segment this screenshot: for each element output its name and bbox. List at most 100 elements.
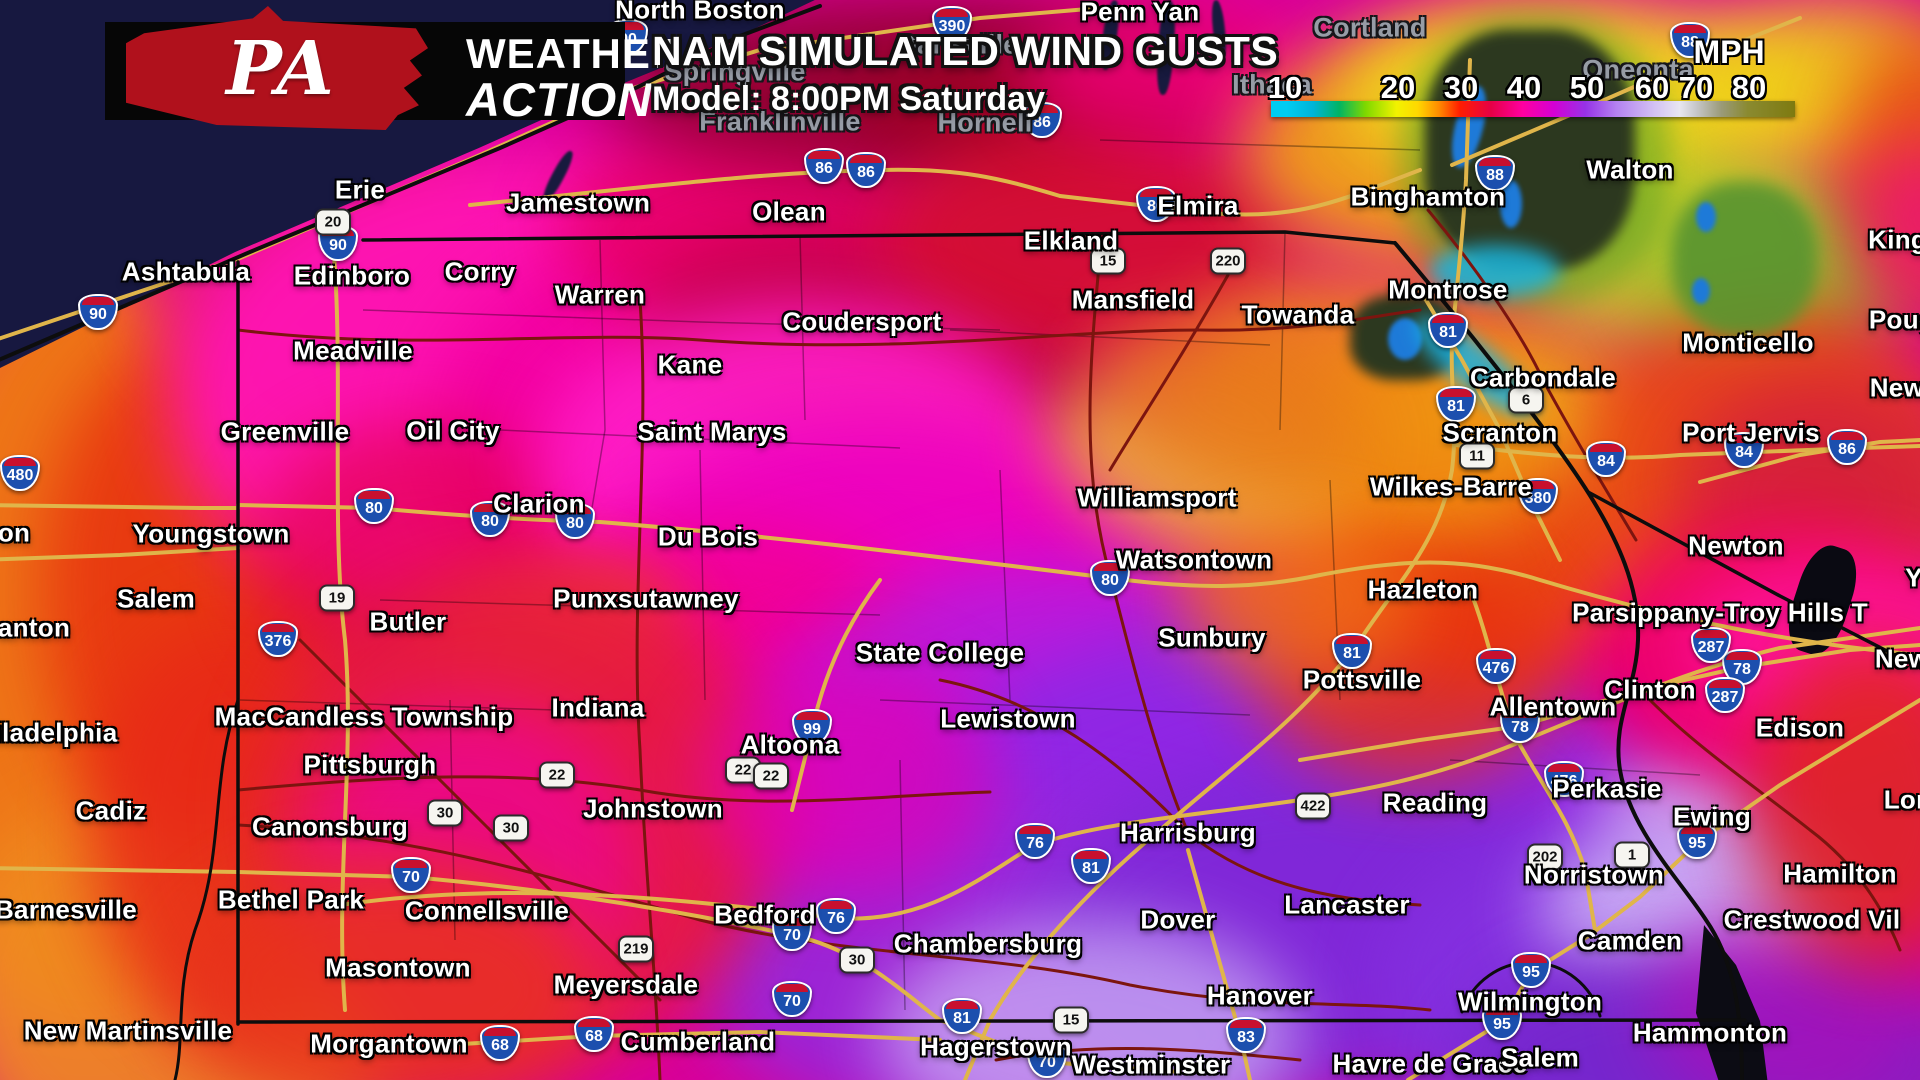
- city-label: Lancaster: [1284, 889, 1410, 920]
- city-label: Edison: [1755, 712, 1845, 743]
- model-time-subtitle: Model: 8:00PM Saturday: [652, 80, 1045, 118]
- city-label: Clarion: [493, 488, 585, 519]
- shoreline-glow: [1430, 245, 1560, 297]
- city-label: Olean: [752, 196, 826, 227]
- city-label: Masontown: [325, 952, 471, 983]
- city-label: Y: [1905, 562, 1920, 593]
- city-label: Connellsville: [404, 895, 570, 926]
- interstate-shield: 84: [1586, 441, 1626, 477]
- city-label: Dover: [1140, 904, 1216, 935]
- interstate-shield: 81: [942, 998, 982, 1034]
- city-label: Monticello: [1682, 327, 1814, 358]
- interstate-shield: 81: [1436, 386, 1476, 422]
- city-label: Jamestown: [505, 187, 651, 218]
- city-label: Sunbury: [1158, 622, 1266, 653]
- city-label: Youngstown: [132, 518, 290, 549]
- map-title: NAM SIMULATED WIND GUSTS: [652, 28, 1279, 74]
- interstate-shield: 86: [804, 148, 844, 184]
- city-label: Montrose: [1388, 274, 1508, 305]
- wind-color-blob: [1180, 520, 1420, 680]
- us-route-badge: 22: [753, 762, 789, 790]
- logo-weather-text: WEATHER: [466, 30, 683, 77]
- city-label: New Martinsville: [23, 1015, 233, 1046]
- city-label: Salem: [1500, 1042, 1580, 1073]
- us-route-badge: 20: [315, 208, 351, 236]
- us-route-badge: 6: [1508, 386, 1544, 414]
- legend-tick-70: 70: [1678, 70, 1714, 105]
- logo-action-text: ACTION: [466, 73, 653, 126]
- city-label: Newton: [1688, 530, 1784, 561]
- legend-tick-10: 10: [1267, 70, 1303, 105]
- us-route-badge: 1: [1614, 841, 1650, 869]
- city-label: Poug: [1868, 304, 1920, 335]
- city-label: Watsontown: [1115, 544, 1273, 575]
- city-label: Erie: [334, 174, 386, 205]
- city-label: iladelphia: [0, 717, 118, 748]
- city-label: Kane: [657, 349, 723, 380]
- city-label: Chambersburg: [893, 928, 1083, 959]
- city-label: Cortland: [1313, 12, 1427, 43]
- city-label: Ashtabula: [121, 256, 251, 287]
- us-route-badge: 11: [1459, 442, 1495, 470]
- city-label: Norristown: [1523, 859, 1665, 890]
- us-route-badge: 422: [1295, 792, 1331, 820]
- city-label: Harrisburg: [1120, 817, 1256, 848]
- interstate-shield: 83: [1226, 1017, 1266, 1053]
- city-label: Cadiz: [75, 795, 147, 826]
- city-label: Binghamton: [1350, 181, 1506, 212]
- city-label: Hammonton: [1632, 1017, 1788, 1048]
- city-label: Hanover: [1206, 980, 1314, 1011]
- city-label: Havre de Grace: [1332, 1048, 1528, 1079]
- interstate-shield: 86: [1136, 186, 1176, 222]
- city-label: Towanda: [1241, 299, 1355, 330]
- legend-tick-20: 20: [1380, 70, 1416, 105]
- city-label: Franklinville: [699, 106, 861, 137]
- interstate-shield: 80: [555, 503, 595, 539]
- city-label: Salem: [116, 583, 196, 614]
- city-label: Williamsport: [1077, 482, 1237, 513]
- us-route-badge: 22: [539, 761, 575, 789]
- us-route-badge: 15: [1053, 1006, 1089, 1034]
- lake: [1696, 202, 1716, 232]
- city-label: Wilmington: [1457, 986, 1603, 1017]
- legend-tick-40: 40: [1506, 70, 1542, 105]
- city-label: Punxsutawney: [553, 583, 739, 614]
- city-label: Indiana: [551, 692, 645, 723]
- interstate-shield: 80: [1090, 560, 1130, 596]
- city-label: Oneonta: [1582, 54, 1694, 85]
- lake: [1692, 278, 1710, 304]
- wind-color-blob: [180, 860, 600, 1080]
- city-label: Newb: [1869, 372, 1920, 403]
- city-label: Johnstown: [583, 793, 723, 824]
- city-label: Walton: [1586, 154, 1674, 185]
- interstate-shield: 90: [78, 294, 118, 330]
- city-label: anton: [0, 612, 71, 643]
- city-label: Clinton: [1604, 674, 1696, 705]
- city-label: Butler: [369, 606, 447, 637]
- city-label: MacCandless Township: [214, 701, 514, 732]
- city-label: Port Jervis: [1682, 417, 1820, 448]
- interstate-shield: 81: [1071, 848, 1111, 884]
- city-label: Edinboro: [293, 260, 411, 291]
- us-route-badge: 30: [493, 814, 529, 842]
- city-label: Corry: [444, 256, 516, 287]
- us-route-badge: 30: [839, 946, 875, 974]
- city-label: Hamilton: [1783, 858, 1897, 889]
- interstate-shield: 81: [1428, 312, 1468, 348]
- city-label: Oil City: [406, 415, 500, 446]
- city-label: Barnesville: [0, 894, 138, 925]
- city-label: Mansfield: [1071, 284, 1195, 315]
- city-label: State College: [855, 637, 1025, 668]
- us-route-badge: 220: [1210, 247, 1246, 275]
- interstate-shield: 70: [772, 915, 812, 951]
- legend-unit-label: MPH: [1693, 34, 1765, 70]
- city-label: Greenville: [220, 416, 350, 447]
- city-label: Reading: [1382, 787, 1488, 818]
- logo-pa-script: PA: [226, 26, 334, 112]
- legend-tick-50: 50: [1569, 70, 1605, 105]
- city-label: Bethel Park: [217, 884, 365, 915]
- city-label: Penn Yan: [1080, 0, 1200, 27]
- city-label: Dansville: [897, 29, 1019, 60]
- interstate-shield: 88: [1670, 22, 1710, 58]
